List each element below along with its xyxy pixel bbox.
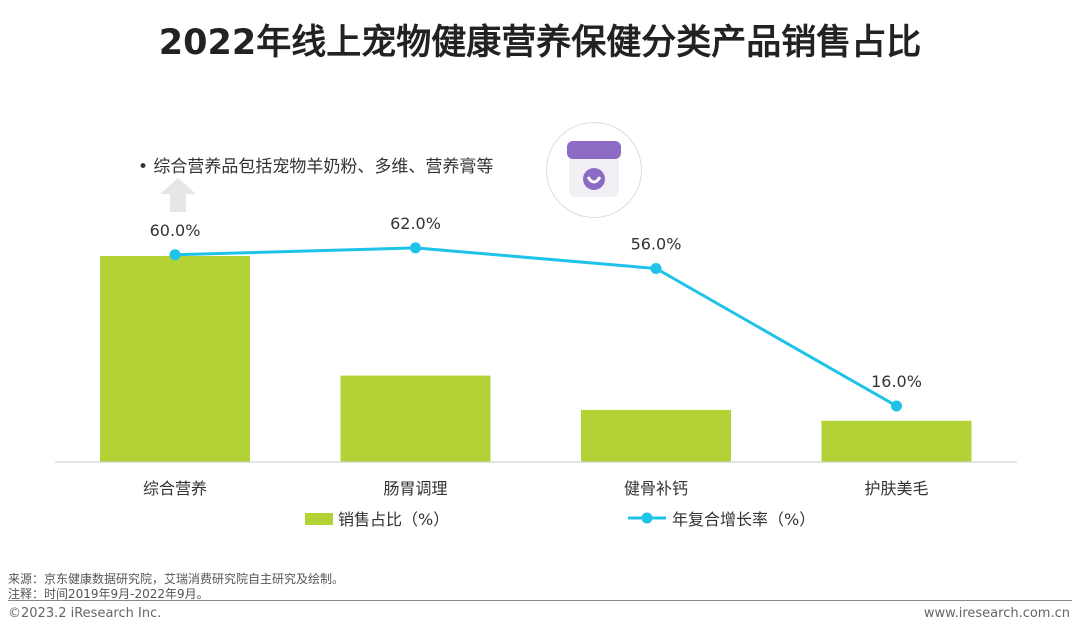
bar	[100, 256, 250, 462]
chart-note: • 综合营养品包括宠物羊奶粉、多维、营养膏等	[138, 157, 494, 177]
line-point	[891, 400, 902, 412]
legend-bar-label: 销售占比（%）	[338, 510, 449, 529]
data-label: 60.0%	[150, 221, 201, 240]
legend-bar-swatch	[305, 513, 333, 525]
remark-text: 注释：时间2019年9月-2022年9月。	[8, 587, 209, 601]
bar	[821, 420, 972, 462]
source-text: 来源：京东健康数据研究院，艾瑞消费研究院自主研究及绘制。	[8, 572, 345, 586]
bar	[581, 409, 731, 462]
chart: 综合营养 肠胃调理 健骨补钙 护肤美毛 60.0% 62.0% 56.0% 16.0% 销售占比…	[55, 214, 1017, 529]
copyright: ©2023.2 iResearch Inc.	[8, 606, 162, 621]
line-point	[410, 242, 421, 254]
x-tick-label: 综合营养	[143, 479, 207, 498]
x-tick-label: 健骨补钙	[624, 479, 688, 498]
line-point	[169, 249, 181, 261]
product-image	[546, 122, 642, 218]
line-point	[650, 263, 662, 274]
divider	[8, 600, 1072, 601]
website: www.iresearch.com.cn	[923, 606, 1070, 621]
bar	[340, 375, 491, 462]
line-series	[174, 246, 898, 408]
up-arrow-icon	[160, 178, 196, 212]
x-tick-label: 肠胃调理	[383, 479, 447, 498]
legend-line-marker	[641, 512, 653, 524]
legend-line-label: 年复合增长率（%）	[672, 510, 815, 529]
x-tick-label: 护肤美毛	[864, 479, 928, 498]
data-label: 62.0%	[390, 214, 441, 233]
page-title: 2022年线上宠物健康营养保健分类产品销售占比	[158, 23, 922, 63]
data-label: 56.0%	[631, 235, 682, 254]
data-label: 16.0%	[871, 372, 922, 391]
